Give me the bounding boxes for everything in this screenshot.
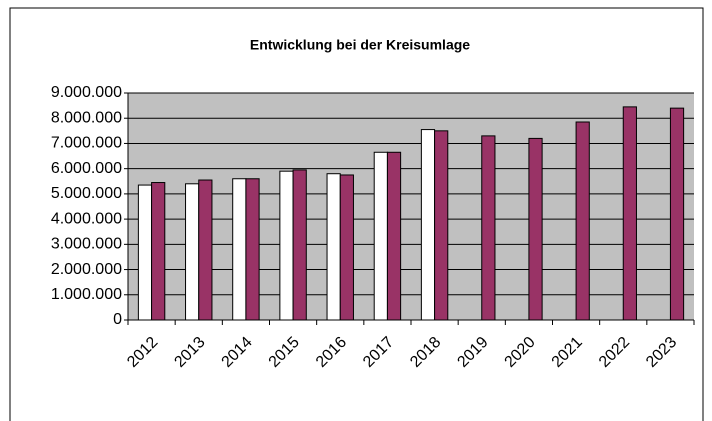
bar [339, 174, 354, 321]
x-tick-label: 2020 [502, 334, 539, 371]
chart-frame [9, 7, 704, 421]
bar [528, 137, 543, 321]
bar [420, 129, 436, 321]
bar [137, 184, 153, 321]
y-tick-label: 4.000.000 [51, 210, 122, 227]
y-tick-label: 8.000.000 [51, 109, 122, 126]
bar [245, 178, 260, 321]
bar [151, 182, 166, 321]
x-tick-label: 2023 [643, 334, 680, 371]
x-tick-label: 2016 [313, 334, 350, 371]
y-tick-label: 5.000.000 [51, 185, 122, 202]
y-tick-label: 1.000.000 [51, 286, 122, 303]
plot-area [128, 93, 694, 320]
bar [326, 173, 341, 321]
bar [279, 170, 294, 321]
x-tick-label: 2015 [266, 334, 303, 371]
y-tick-label: 3.000.000 [51, 236, 122, 253]
bar [386, 151, 402, 321]
bar [232, 178, 247, 321]
chart-title: Entwicklung bei der Kreisumlage [250, 37, 470, 53]
bar [575, 121, 590, 321]
y-tick-label: 7.000.000 [51, 135, 122, 152]
bar [481, 135, 496, 321]
y-tick-label: 0 [113, 311, 122, 328]
x-tick-label: 2013 [171, 334, 208, 371]
x-tick-label: 2012 [124, 334, 161, 371]
x-tick-label: 2017 [360, 334, 397, 371]
y-tick-label: 6.000.000 [51, 160, 122, 177]
x-tick-label: 2019 [454, 334, 491, 371]
y-tick-label: 9.000.000 [51, 84, 122, 101]
y-tick-label: 2.000.000 [51, 261, 122, 278]
bar [669, 107, 685, 321]
bar [373, 151, 388, 321]
x-tick-label: 2021 [549, 334, 586, 371]
bar [622, 106, 637, 321]
x-tick-label: 2014 [219, 334, 256, 371]
bar [434, 130, 449, 321]
bar [185, 183, 200, 321]
x-tick-label: 2022 [596, 334, 633, 371]
bar [198, 179, 213, 321]
x-tick-label: 2018 [407, 334, 444, 371]
bar [292, 169, 307, 321]
